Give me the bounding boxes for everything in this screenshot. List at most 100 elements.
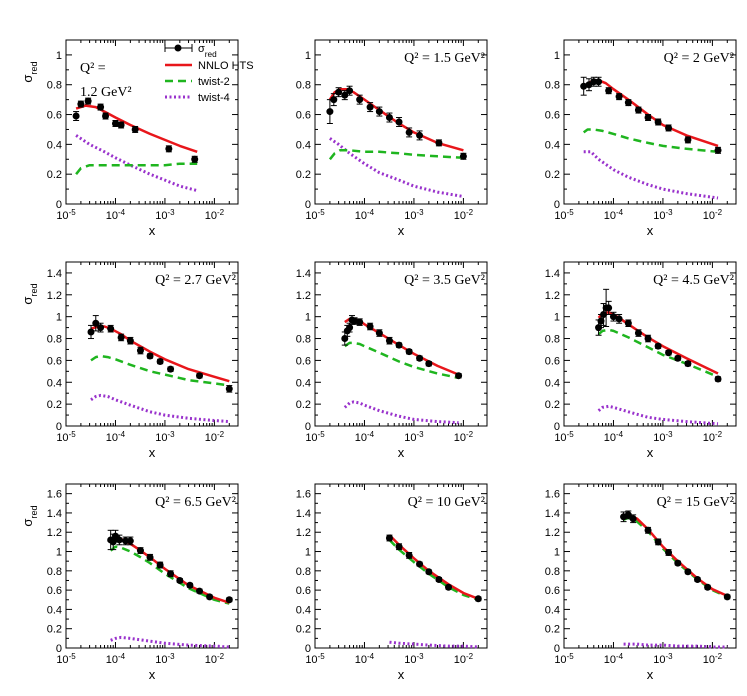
data-point <box>225 385 233 393</box>
data-point <box>206 593 214 601</box>
y-tick-label: 0.8 <box>296 566 311 578</box>
data-point <box>146 553 154 561</box>
y-tick-label: 1.4 <box>545 268 560 280</box>
data-point <box>191 155 199 163</box>
data-point <box>674 559 682 567</box>
y-tick-label: 0.2 <box>545 624 560 636</box>
y-tick-label: 1.4 <box>296 508 311 520</box>
y-tick-label: 0.4 <box>296 377 311 389</box>
data-point <box>97 103 105 111</box>
data-point <box>395 118 403 126</box>
x-tick-label: 10-2 <box>205 652 225 667</box>
data-point <box>167 365 175 373</box>
data-point <box>366 323 374 331</box>
y-tick-label: 0 <box>554 643 560 655</box>
panel-8-frame <box>314 483 488 649</box>
data-point <box>375 329 383 337</box>
x-tick-label: 10-3 <box>155 430 175 445</box>
y-tick-label: 0.8 <box>296 334 311 346</box>
data-point <box>416 560 424 568</box>
legend-twist2-label: twist-2 <box>198 76 230 88</box>
data-point <box>167 570 175 578</box>
panel-7-twist-4-curve <box>110 635 230 649</box>
y-tick-label: 1 <box>56 312 62 324</box>
data-point <box>395 341 403 349</box>
data-point <box>111 119 119 127</box>
x-tick-label: 10-5 <box>56 430 76 445</box>
panel-4-x-axis-label: x <box>149 445 156 460</box>
panel-9-frame <box>563 483 737 649</box>
data-point <box>605 304 613 312</box>
data-point <box>723 593 731 601</box>
panel-8-q2-label: Q² = 10 GeV² <box>408 495 485 510</box>
legend-data-marker <box>174 44 182 52</box>
data-point <box>634 329 642 337</box>
x-tick-label: 10-2 <box>703 430 723 445</box>
data-point <box>654 118 662 126</box>
data-point <box>117 121 125 129</box>
y-tick-label: 0 <box>56 199 62 211</box>
y-tick-label: 0.6 <box>545 110 560 122</box>
panel-6-twist-2-curve <box>597 328 719 378</box>
panel-8-nnlo-hts-curve <box>388 534 479 600</box>
y-tick-label: 1.4 <box>545 508 560 520</box>
data-point <box>624 99 632 107</box>
panel-5-q2-label: Q² = 3.5 GeV² <box>404 273 485 288</box>
panel-3-twist-2-curve <box>582 128 719 154</box>
x-tick-label: 10-2 <box>205 430 225 445</box>
panel-1-x-axis-label: x <box>149 223 156 238</box>
x-tick-label: 10-5 <box>305 208 325 223</box>
panel-4-twist-2-curve <box>90 354 230 387</box>
panel-8-x-axis-label: x <box>398 667 405 682</box>
y-tick-label: 0.8 <box>545 334 560 346</box>
x-tick-label: 10-2 <box>703 652 723 667</box>
panel-2-q2-label: Q² = 1.5 GeV² <box>404 51 485 66</box>
panel-1-frame <box>65 39 239 205</box>
panel-5-twist-2-curve <box>344 341 459 380</box>
data-point <box>425 568 433 576</box>
x-tick-label: 10-4 <box>106 430 126 445</box>
y-tick-label: 1.2 <box>545 290 560 302</box>
y-tick-label: 0 <box>554 421 560 433</box>
data-point <box>674 354 682 362</box>
data-point <box>714 146 722 154</box>
data-point <box>92 319 100 327</box>
panel-6-twist-4-curve <box>597 404 719 426</box>
y-tick-label: 0.6 <box>296 355 311 367</box>
y-tick-label: 0.4 <box>47 604 62 616</box>
panel-1-q2-label-value: 1.2 GeV² <box>80 85 132 100</box>
data-point <box>425 360 433 368</box>
y-tick-label: 0 <box>305 643 311 655</box>
data-point <box>346 87 354 95</box>
panel-2-twist-4-curve <box>329 137 464 198</box>
panel-5-twist-4-curve <box>343 400 459 425</box>
panel-6-x-axis-label: x <box>647 445 654 460</box>
data-point <box>117 333 125 341</box>
panel-2-x-axis-label: x <box>398 223 405 238</box>
data-point <box>459 152 467 160</box>
x-tick-label: 10-5 <box>554 652 574 667</box>
panel-9-q2-label: Q² = 15 GeV² <box>657 495 734 510</box>
y-tick-label: 1.6 <box>296 489 311 501</box>
data-point <box>356 96 364 104</box>
data-point <box>341 91 349 99</box>
x-tick-label: 10-2 <box>454 208 474 223</box>
y-tick-label: 1 <box>305 547 311 559</box>
panel-7 <box>65 483 239 649</box>
panel-2 <box>314 39 488 205</box>
x-tick-label: 10-4 <box>106 208 126 223</box>
y-tick-label: 0 <box>56 643 62 655</box>
panel-1-nnlo-hts-curve <box>75 104 198 153</box>
y-tick-label: 0.2 <box>47 169 62 181</box>
panel-1-q2-label: Q² = <box>80 61 106 76</box>
panel-3-twist-4-curve <box>583 150 719 200</box>
data-point <box>684 136 692 144</box>
panel-7-q2-label: Q² = 6.5 GeV² <box>155 495 236 510</box>
data-point <box>375 108 383 116</box>
data-point <box>597 317 605 325</box>
data-point <box>196 372 204 380</box>
x-tick-label: 10-2 <box>205 208 225 223</box>
data-point <box>115 536 123 544</box>
y-tick-label: 1.6 <box>545 489 560 501</box>
